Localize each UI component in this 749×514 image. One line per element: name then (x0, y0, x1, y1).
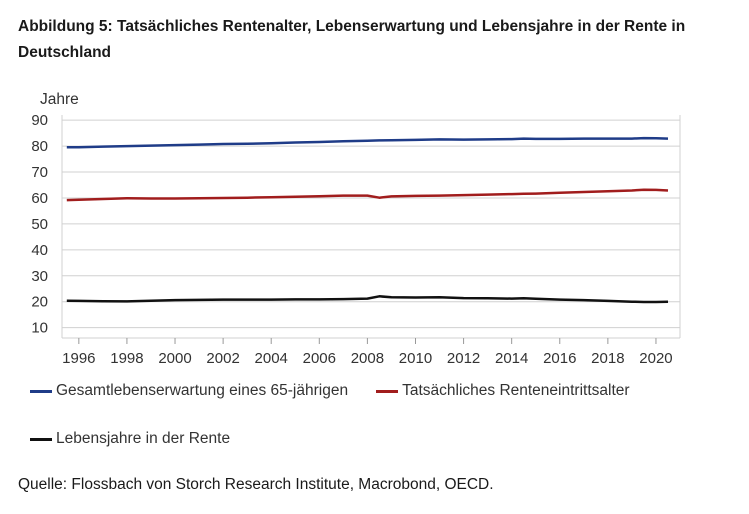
x-tick-label-2000: 2000 (158, 350, 191, 367)
series-line-life-expectancy (66, 136, 669, 149)
y-tick-labels: 10 20 30 40 50 60 70 80 90 (31, 112, 48, 336)
y-tick-label-90: 90 (31, 112, 48, 129)
legend-item-life-expectancy: Gesamtlebenserwartung eines 65-jährigen (30, 382, 348, 400)
legend-item-years-in-retirement: Lebensjahre in der Rente (30, 430, 230, 448)
legend-swatch-years-in-retirement (30, 437, 52, 441)
x-tick-label-2018: 2018 (591, 350, 624, 367)
legend-swatch-retirement-age (376, 389, 399, 393)
y-tick-label-40: 40 (31, 242, 48, 259)
series-lines (66, 136, 669, 304)
legend-label-life-expectancy: Gesamtlebenserwartung eines 65-jährigen (56, 382, 349, 399)
y-tick-label-10: 10 (31, 320, 48, 337)
legend-row-2: Lebensjahre in der Rente (30, 430, 258, 448)
y-tick-label-20: 20 (31, 294, 48, 311)
y-tick-label-60: 60 (31, 190, 48, 207)
legend-label-years-in-retirement: Lebensjahre in der Rente (56, 430, 231, 447)
y-tick-label-50: 50 (31, 216, 48, 233)
legend-label-retirement-age: Tatsächliches Renteneintrittsalter (402, 382, 630, 399)
x-tick-label-2006: 2006 (303, 350, 336, 367)
x-tick-label-2012: 2012 (447, 350, 480, 367)
x-tick-label-2020: 2020 (639, 350, 672, 367)
x-tick-label-2014: 2014 (495, 350, 528, 367)
grid-lines (61, 115, 681, 339)
series-line-retirement-age (66, 188, 669, 202)
x-tick-label-1996: 1996 (62, 350, 95, 367)
y-axis-label: Jahre (40, 91, 79, 108)
legend-row-1: Gesamtlebenserwartung eines 65-jährigen … (30, 382, 658, 400)
x-tick-label-2002: 2002 (206, 350, 239, 367)
x-tick-label-1998: 1998 (110, 350, 143, 367)
y-tick-label-70: 70 (31, 164, 48, 181)
x-tick-labels: 1996 1998 2000 2002 2004 2006 2008 2010 2012 2014… (62, 338, 673, 367)
series-line-years-in-retirement (66, 295, 669, 304)
y-tick-label-30: 30 (31, 268, 48, 285)
legend-item-retirement-age: Tatsächliches Renteneintrittsalter (376, 382, 630, 400)
x-tick-label-2016: 2016 (543, 350, 576, 367)
x-tick-label-2008: 2008 (351, 350, 384, 367)
chart-title: Abbildung 5: Tatsächliches Rentenalter, … (18, 18, 686, 61)
legend-swatch-life-expectancy (30, 389, 52, 393)
source-note: Quelle: Flossbach von Storch Research In… (18, 476, 494, 493)
x-tick-label-2010: 2010 (399, 350, 432, 367)
x-tick-label-2004: 2004 (255, 350, 288, 367)
y-tick-label-80: 80 (31, 138, 48, 155)
